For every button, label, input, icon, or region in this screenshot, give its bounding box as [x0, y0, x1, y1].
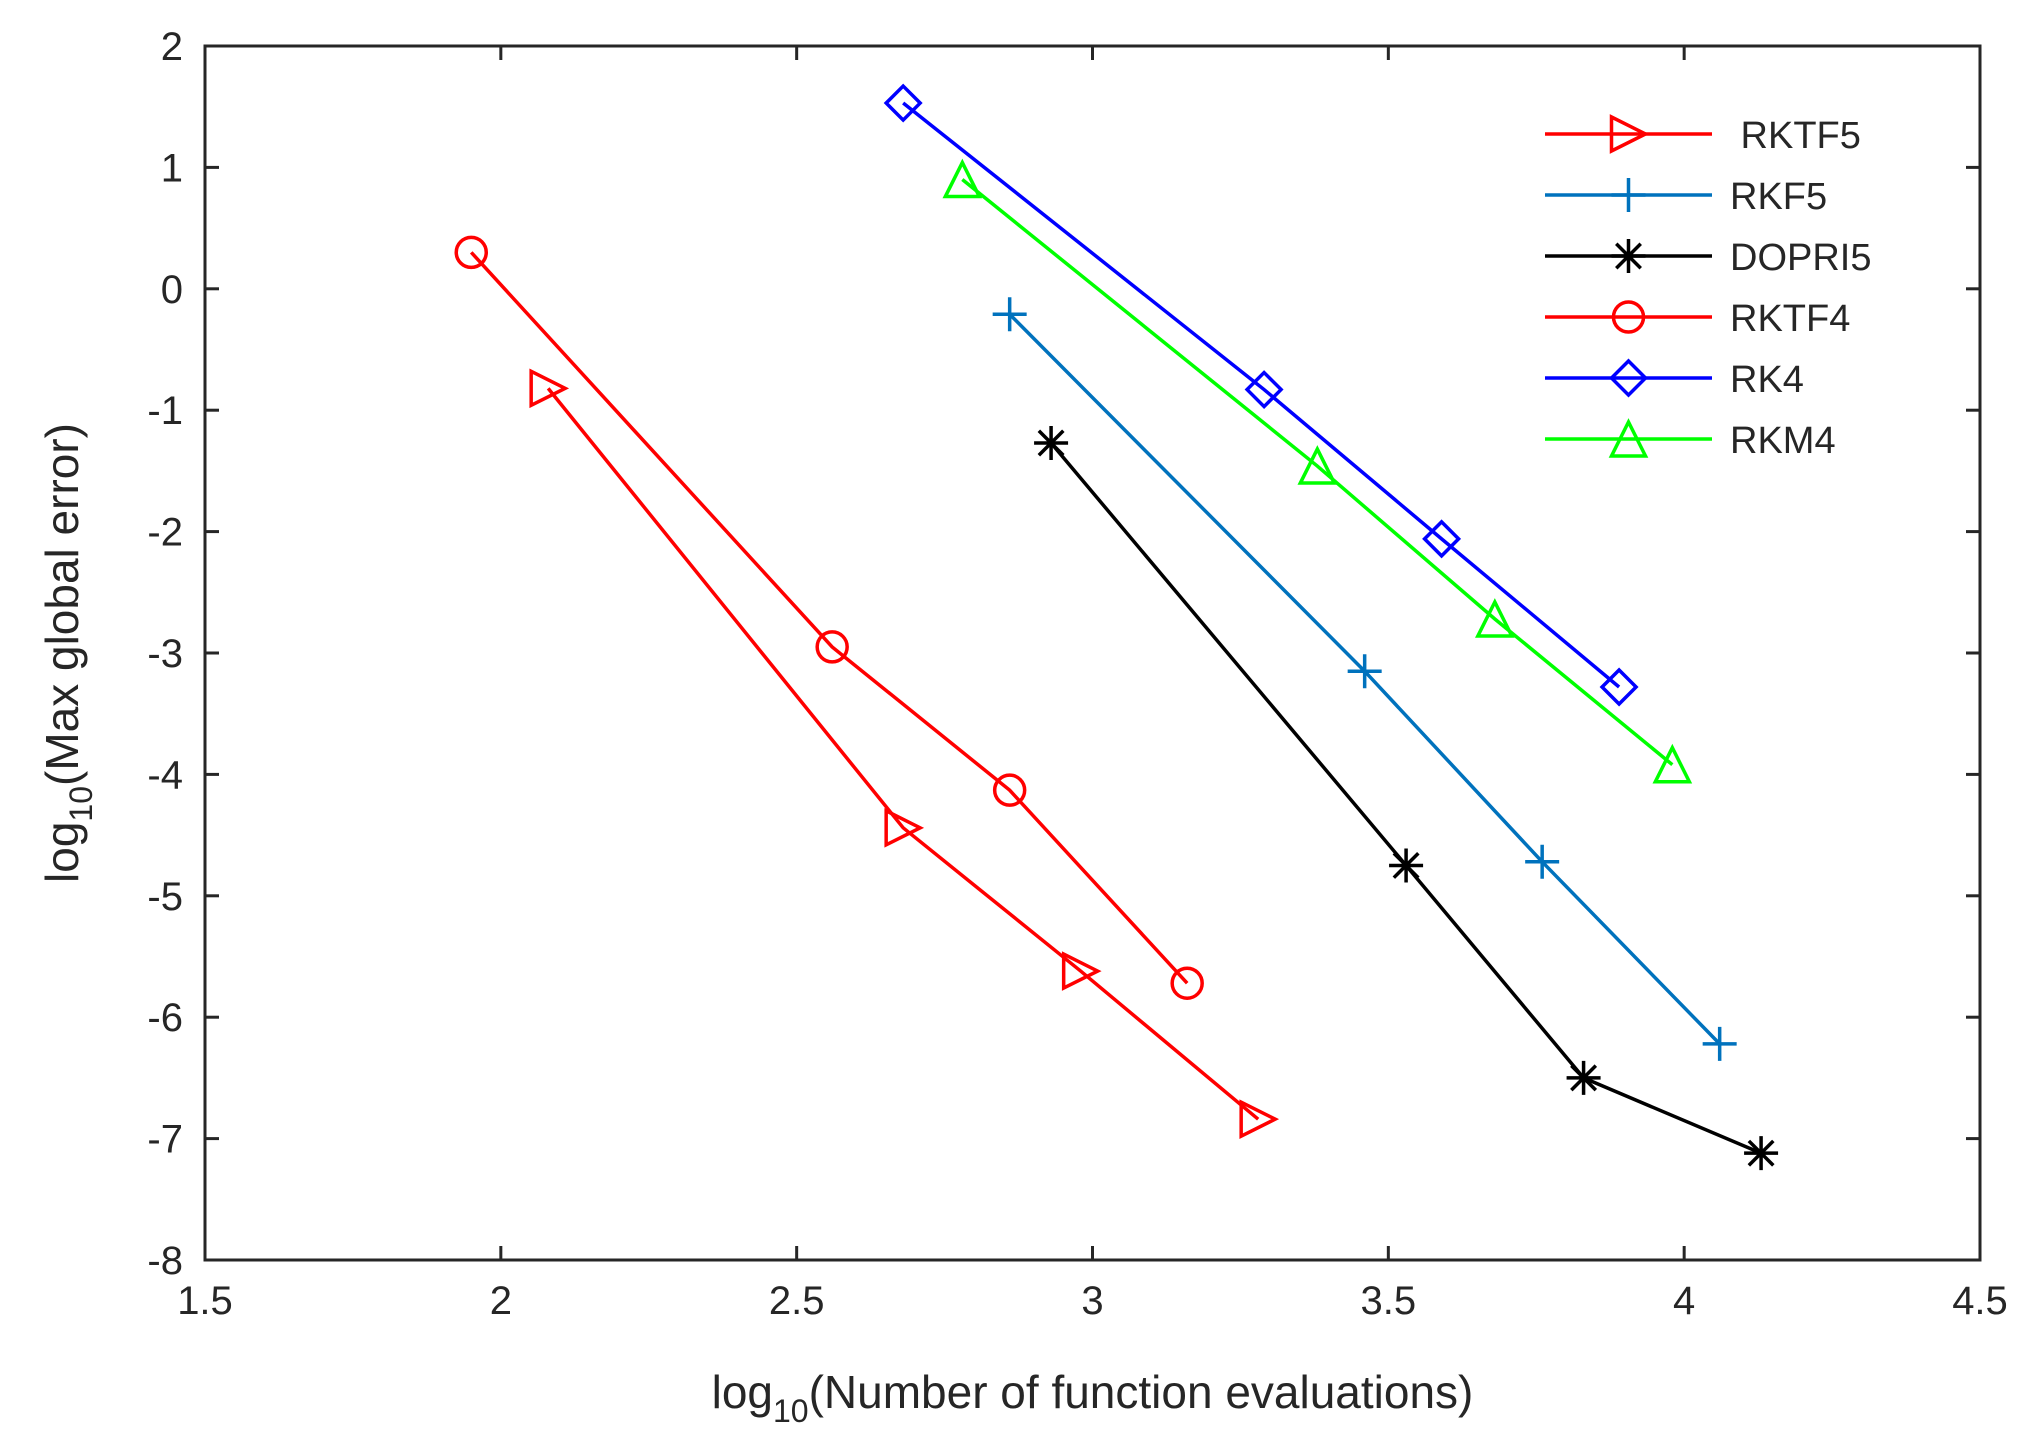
legend-marker [1611, 300, 1646, 334]
y-tick-label: -6 [147, 996, 183, 1040]
series-rkm4 [942, 158, 1693, 784]
data-point-marker [1244, 370, 1284, 410]
legend-label: RKM4 [1730, 420, 1836, 462]
series-rk4 [883, 83, 1639, 707]
legend-marker [1611, 178, 1646, 212]
legend-marker [1611, 239, 1646, 273]
legend-item: RKTF4 [1545, 298, 1850, 340]
legend-label: RKTF5 [1730, 115, 1861, 157]
legend-label: RKF5 [1730, 176, 1827, 218]
data-point-marker [884, 807, 925, 848]
legend-label: RKTF4 [1730, 298, 1850, 340]
legend-marker [1609, 114, 1650, 154]
data-point-marker [1475, 598, 1515, 638]
legend-item: RKF5 [1545, 176, 1827, 218]
y-tick-label: -1 [147, 389, 183, 433]
y-axis-label-prefix: log [36, 822, 88, 883]
legend-marker [1608, 418, 1649, 458]
data-point-marker [1170, 966, 1204, 1000]
data-point-marker [454, 235, 488, 270]
y-axis-label-suffix: (Max global error) [36, 423, 88, 786]
ticks-layer: 1.5 2 2.5 3 3.5 4 4.5 2 1 0 -1 -2 -3 -4 -5 -6 -7 -8 [147, 25, 2007, 1323]
series-rktf5 [529, 368, 1280, 1140]
series-line [469, 251, 1189, 985]
data-point-marker [1566, 1060, 1601, 1095]
data-point-marker [1599, 667, 1639, 707]
data-point-marker [992, 773, 1027, 807]
x-axis-label: log10(Number of function evaluations) [712, 1366, 1474, 1429]
data-point-marker [529, 368, 570, 409]
data-point-marker [1389, 848, 1424, 883]
x-tick-label: 4 [1673, 1279, 1695, 1323]
data-point-marker [1297, 445, 1338, 485]
legend-marker [1609, 358, 1648, 398]
plot-frame [203, 44, 1982, 1262]
data-point-marker [1652, 743, 1693, 784]
y-tick-label: -8 [147, 1239, 183, 1283]
legend-item: RK4 [1545, 358, 1804, 401]
legend-item: DOPRI5 [1545, 237, 1871, 279]
x-tick-label: 1.5 [177, 1279, 233, 1323]
data-point-marker [1061, 951, 1102, 991]
legend-label: DOPRI5 [1730, 237, 1871, 279]
legend-item: RKM4 [1545, 418, 1836, 462]
series-line [546, 387, 1260, 1121]
data-point-marker [883, 83, 923, 123]
x-tick-label: 2 [490, 1279, 512, 1323]
series-line [902, 101, 1621, 689]
y-tick-label: 2 [161, 25, 183, 69]
data-point-marker [815, 630, 849, 664]
data-point-marker [1034, 425, 1069, 460]
y-tick-label: -3 [147, 632, 183, 676]
data-point-marker [1347, 654, 1382, 689]
data-point-marker [1525, 844, 1560, 879]
y-tick-label: -7 [147, 1118, 183, 1162]
y-tick-label: -2 [147, 511, 183, 555]
series-rktf4 [454, 235, 1204, 1000]
series-line [1049, 441, 1762, 1155]
y-tick-label: 1 [161, 146, 183, 190]
data-point-marker [942, 158, 983, 199]
y-tick-label: -5 [147, 875, 183, 919]
data-point-marker [1239, 1099, 1280, 1140]
x-tick-label: 4.5 [1952, 1279, 2008, 1323]
x-axis-label-suffix: (Number of function evaluations) [809, 1366, 1474, 1418]
series-rkf5 [992, 297, 1737, 1061]
data-point-marker [992, 297, 1027, 332]
series-dopri5 [1034, 425, 1779, 1171]
legend-item: RKTF5 [1545, 114, 1861, 157]
x-tick-label: 3.5 [1361, 1279, 1417, 1323]
legend-label: RK4 [1730, 359, 1804, 401]
series-line [1008, 313, 1721, 1046]
legend: RKTF5 RKF5 DOPRI5 RKTF4 RK4 RKM4 [1545, 114, 1871, 462]
x-axis-label-prefix: log [712, 1366, 773, 1418]
x-axis-label-subscript: 10 [773, 1393, 809, 1429]
y-tick-label: -4 [147, 753, 183, 797]
y-axis-label-subscript: 10 [63, 786, 99, 822]
data-point-marker [1422, 519, 1462, 559]
y-axis-label: log10(Max global error) [36, 423, 99, 883]
series-layer [454, 83, 1779, 1171]
x-tick-label: 2.5 [769, 1279, 825, 1323]
x-tick-label: 3 [1081, 1279, 1103, 1323]
y-tick-label: 0 [161, 268, 183, 312]
series-line [961, 178, 1674, 767]
data-point-marker [1702, 1026, 1737, 1061]
data-point-marker [1744, 1136, 1779, 1171]
